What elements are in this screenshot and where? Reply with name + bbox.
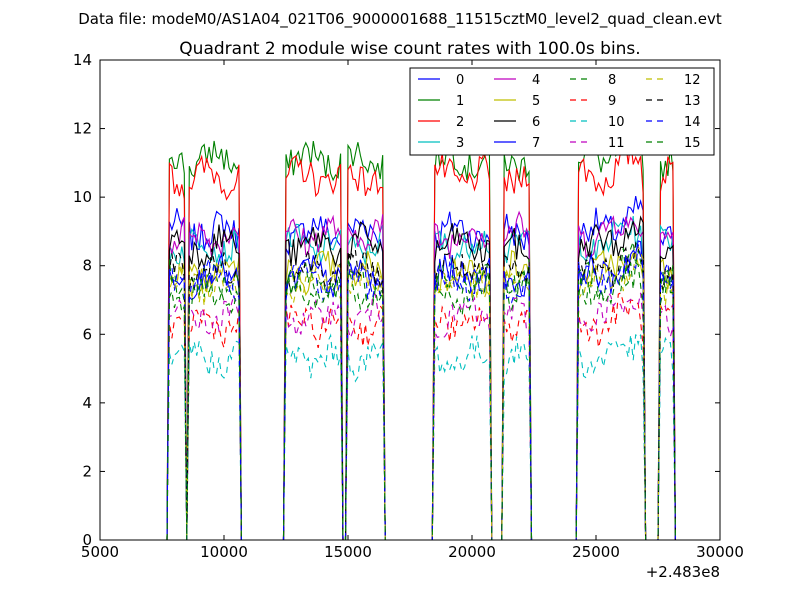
y-tick-label: 12	[73, 120, 92, 138]
legend-label-4: 4	[532, 73, 540, 88]
legend-label-15: 15	[684, 136, 701, 151]
legend-label-7: 7	[532, 136, 540, 151]
series-line-2	[166, 140, 676, 541]
x-tick-label: 25000	[572, 543, 620, 561]
legend-label-14: 14	[684, 115, 701, 130]
chart-supertitle: Data file: modeM0/AS1A04_021T06_90000016…	[78, 10, 722, 29]
y-tick-label: 6	[82, 325, 92, 343]
x-tick-label: 20000	[448, 543, 496, 561]
legend-label-11: 11	[608, 136, 625, 151]
y-tick-label: 4	[82, 394, 92, 412]
legend-label-12: 12	[684, 73, 701, 88]
series-line-9	[166, 292, 676, 541]
y-tick-label: 10	[73, 188, 92, 206]
y-tick-label: 2	[82, 462, 92, 480]
x-tick-label: 5000	[81, 543, 119, 561]
x-tick-label: 30000	[696, 543, 744, 561]
legend-label-6: 6	[532, 115, 540, 130]
x-tick-label: 10000	[200, 543, 248, 561]
x-tick-label: 15000	[324, 543, 372, 561]
legend-label-5: 5	[532, 94, 540, 109]
plot-frame	[99, 59, 721, 541]
legend-label-0: 0	[456, 73, 464, 88]
legend-label-10: 10	[608, 115, 625, 130]
series-line-14	[166, 244, 676, 541]
plot-lines	[166, 120, 676, 541]
series-line-13	[166, 241, 676, 541]
series-line-0	[166, 195, 676, 541]
legend-label-1: 1	[456, 94, 464, 109]
legend-label-2: 2	[456, 115, 464, 130]
series-line-7	[166, 240, 676, 541]
series-line-5	[166, 248, 676, 541]
series-line-3	[166, 216, 676, 541]
legend-label-13: 13	[684, 94, 701, 109]
chart-title: Quadrant 2 module wise count rates with …	[179, 39, 640, 59]
y-tick-label: 8	[82, 257, 92, 275]
series-line-10	[166, 333, 676, 541]
legend-box	[409, 67, 715, 156]
legend-label-8: 8	[608, 73, 616, 88]
series-line-11	[166, 290, 676, 541]
x-offset-label: +2.483e8	[646, 563, 720, 581]
y-tick-label: 0	[82, 531, 92, 549]
legend-label-3: 3	[456, 136, 464, 151]
y-tick-label: 14	[73, 51, 92, 69]
series-line-8	[166, 241, 676, 541]
series-line-4	[166, 210, 676, 541]
series-line-6	[166, 215, 676, 541]
series-line-12	[166, 244, 676, 541]
legend-label-9: 9	[608, 94, 616, 109]
series-line-15	[166, 261, 676, 541]
